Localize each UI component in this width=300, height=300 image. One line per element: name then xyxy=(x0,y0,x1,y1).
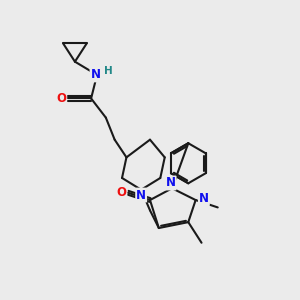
Text: N: N xyxy=(91,68,100,81)
Text: H: H xyxy=(104,66,112,76)
Text: N: N xyxy=(166,176,176,190)
Text: O: O xyxy=(116,186,126,199)
Text: O: O xyxy=(56,92,66,105)
Text: N: N xyxy=(199,192,209,205)
Text: N: N xyxy=(136,188,146,202)
